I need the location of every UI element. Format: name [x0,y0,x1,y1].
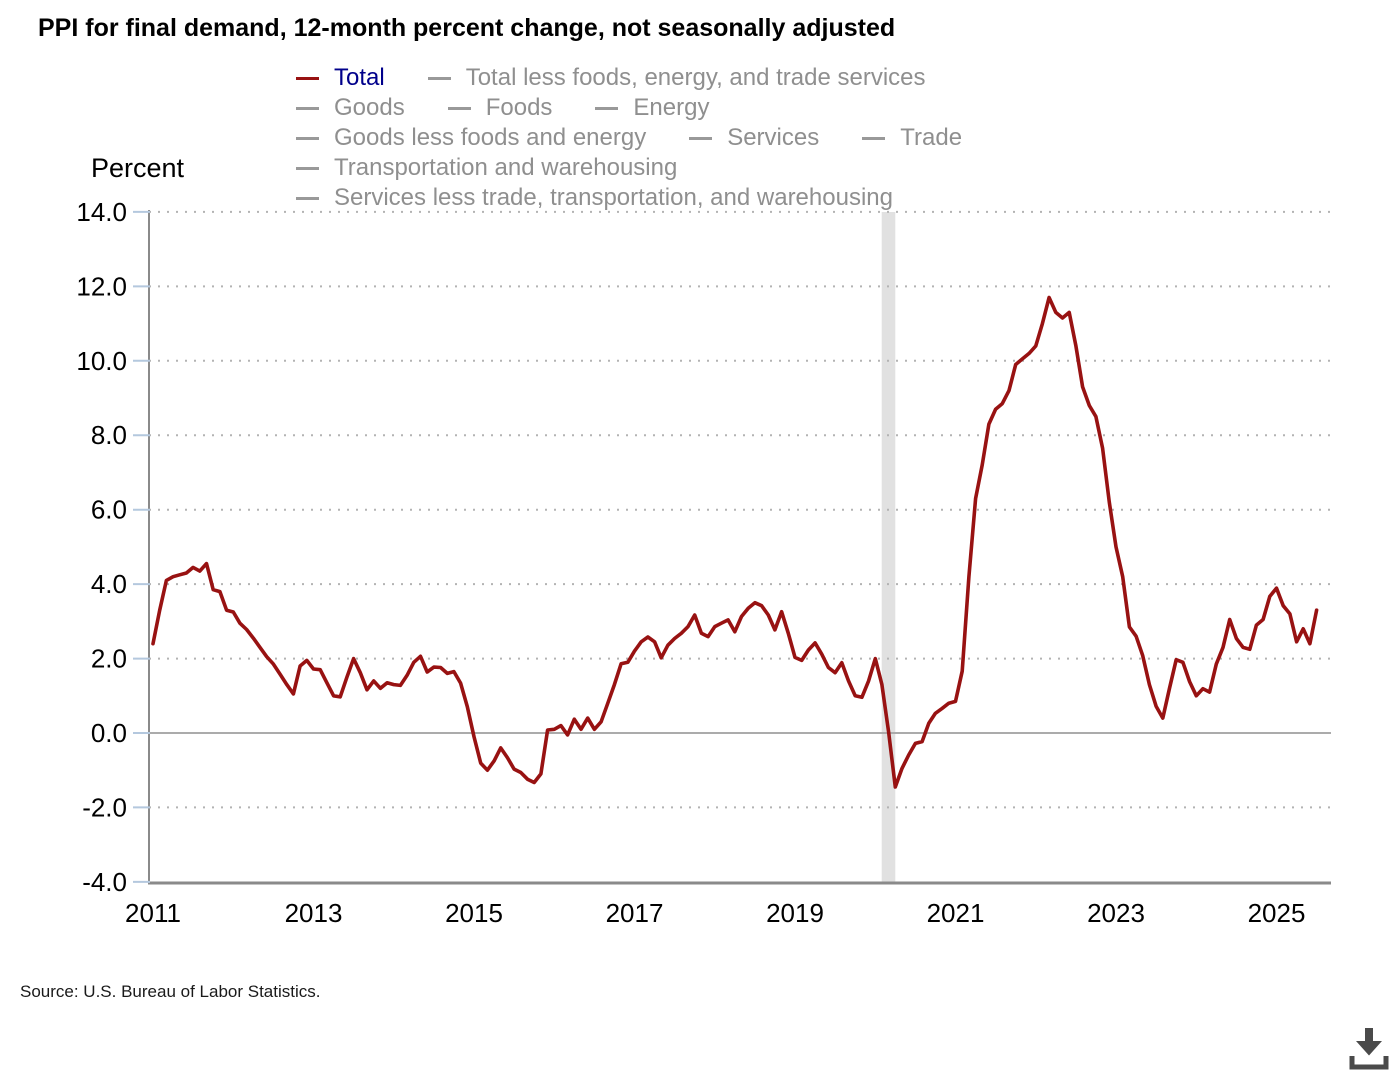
y-tick-label: 12.0 [76,271,127,301]
legend-item-label: Goods less foods and energy [334,124,647,151]
legend-item-energy[interactable]: Energy [595,94,709,122]
legend-swatch-icon [689,136,713,140]
y-tick-label: 2.0 [91,644,127,674]
y-tick-label: 6.0 [91,495,127,525]
legend-item-total[interactable]: Total [296,64,385,92]
legend-item-label: Trade [900,124,963,151]
download-icon [1349,1028,1389,1070]
source-note: Source: U.S. Bureau of Labor Statistics. [20,982,321,1001]
legend-row: Goods Foods Energy [296,93,962,123]
download-button[interactable] [1346,1022,1396,1076]
x-tick-label: 2015 [445,898,503,928]
y-tick-label: 0.0 [91,718,127,748]
legend-swatch-icon [427,76,451,80]
y-tick-label: 14.0 [76,197,127,227]
legend-item-foods[interactable]: Foods [447,94,553,122]
legend-row: Services less trade, transportation, and… [296,183,962,213]
legend-item-goods[interactable]: Goods [296,94,405,122]
legend-swatch-icon [447,106,471,110]
x-tick-label: 2025 [1248,898,1306,928]
y-tick-label: 10.0 [76,346,127,376]
legend-item-label: Energy [633,94,710,121]
legend-row: Total Total less foods, energy, and trade… [296,63,962,93]
legend-swatch-icon [296,76,319,80]
legend-swatch-icon [296,166,319,170]
y-tick-label: 4.0 [91,569,127,599]
y-axis-title: Percent [91,153,185,183]
legend-row: Goods less foods and energy Services Trade [296,123,962,153]
legend-item-label: Services less trade, transportation, and… [334,184,893,211]
legend-item-trade[interactable]: Trade [862,124,962,152]
legend-item-goods-less-foods-and-energy[interactable]: Goods less foods and energy [296,124,646,152]
x-tick-label: 2017 [606,898,664,928]
x-tick-label: 2013 [285,898,343,928]
y-tick-label: -4.0 [82,867,127,897]
legend-item-label: Foods [485,94,553,121]
legend-item-total-less-foods-energy-and-trade-services[interactable]: Total less foods, energy, and trade serv… [427,64,926,92]
legend-item-label: Transportation and warehousing [334,154,678,181]
y-tick-label: 8.0 [91,420,127,450]
legend-swatch-icon [296,136,319,140]
legend-swatch-icon [595,106,619,110]
legend-item-label: Total [334,64,385,91]
legend-row: Transportation and warehousing [296,153,962,183]
legend-item-transportation-and-warehousing[interactable]: Transportation and warehousing [296,154,677,182]
legend-item-label: Goods [334,94,405,121]
legend-item-services-less-trade-transportation-and-warehousing[interactable]: Services less trade, transportation, and… [296,184,893,212]
legend-swatch-icon [296,196,319,200]
y-tick-label: -2.0 [82,792,127,822]
legend-item-services[interactable]: Services [689,124,819,152]
legend-swatch-icon [862,136,886,140]
x-tick-label: 2021 [927,898,985,928]
chart-title: PPI for final demand, 12-month percent c… [38,14,896,42]
x-tick-label: 2011 [125,898,181,928]
legend-swatch-icon [296,106,319,110]
chart-legend: Total Total less foods, energy, and trade… [296,63,962,213]
legend-item-label: Total less foods, energy, and trade serv… [465,64,926,91]
x-tick-label: 2023 [1087,898,1145,928]
x-tick-label: 2019 [766,898,824,928]
legend-item-label: Services [727,124,820,151]
series-line-total [151,295,1319,789]
